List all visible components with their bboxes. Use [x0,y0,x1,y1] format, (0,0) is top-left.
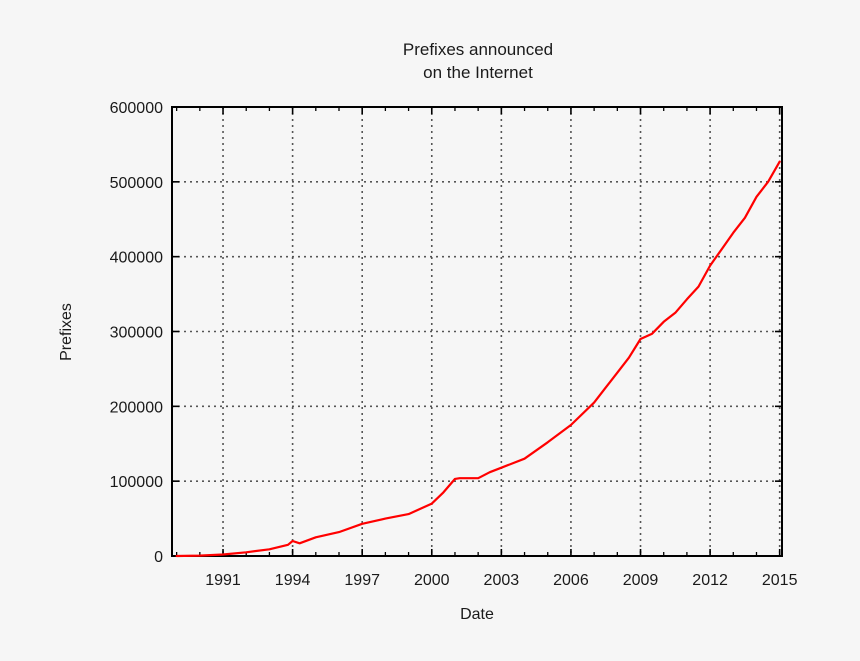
x-tick-label: 1991 [205,572,241,589]
series-layer [175,160,781,558]
chart-title-line-1: Prefixes announced [403,40,553,59]
y-tick-label: 0 [154,549,163,566]
y-axis-label: Prefixes [58,303,75,361]
x-tick-label: 2009 [623,572,659,589]
x-tick-label: 1994 [275,572,311,589]
series-line [175,160,781,558]
x-tick-label: 2006 [553,572,589,589]
chart-title-line-2: on the Internet [423,63,533,82]
x-tick-label: 2012 [692,572,728,589]
y-tick-label: 100000 [110,474,163,491]
y-tick-label: 300000 [110,325,163,342]
x-tick-label: 1997 [344,572,380,589]
plot-frame [171,106,783,557]
y-tick-labels: 0 100000 200000 300000 400000 500000 600000 [110,100,163,566]
y-tick-label: 400000 [110,250,163,267]
y-tick-label: 200000 [110,399,163,416]
x-tick-label: 2015 [762,572,798,589]
grid [172,107,782,556]
x-axis-label: Date [460,606,494,623]
y-tick-label: 500000 [110,175,163,192]
x-tick-label: 2000 [414,572,450,589]
y-tick-label: 600000 [110,100,163,117]
x-tick-labels: 1991 1994 1997 2000 2003 2006 2009 2012 2015 [205,572,797,589]
x-tick-label: 2003 [484,572,520,589]
